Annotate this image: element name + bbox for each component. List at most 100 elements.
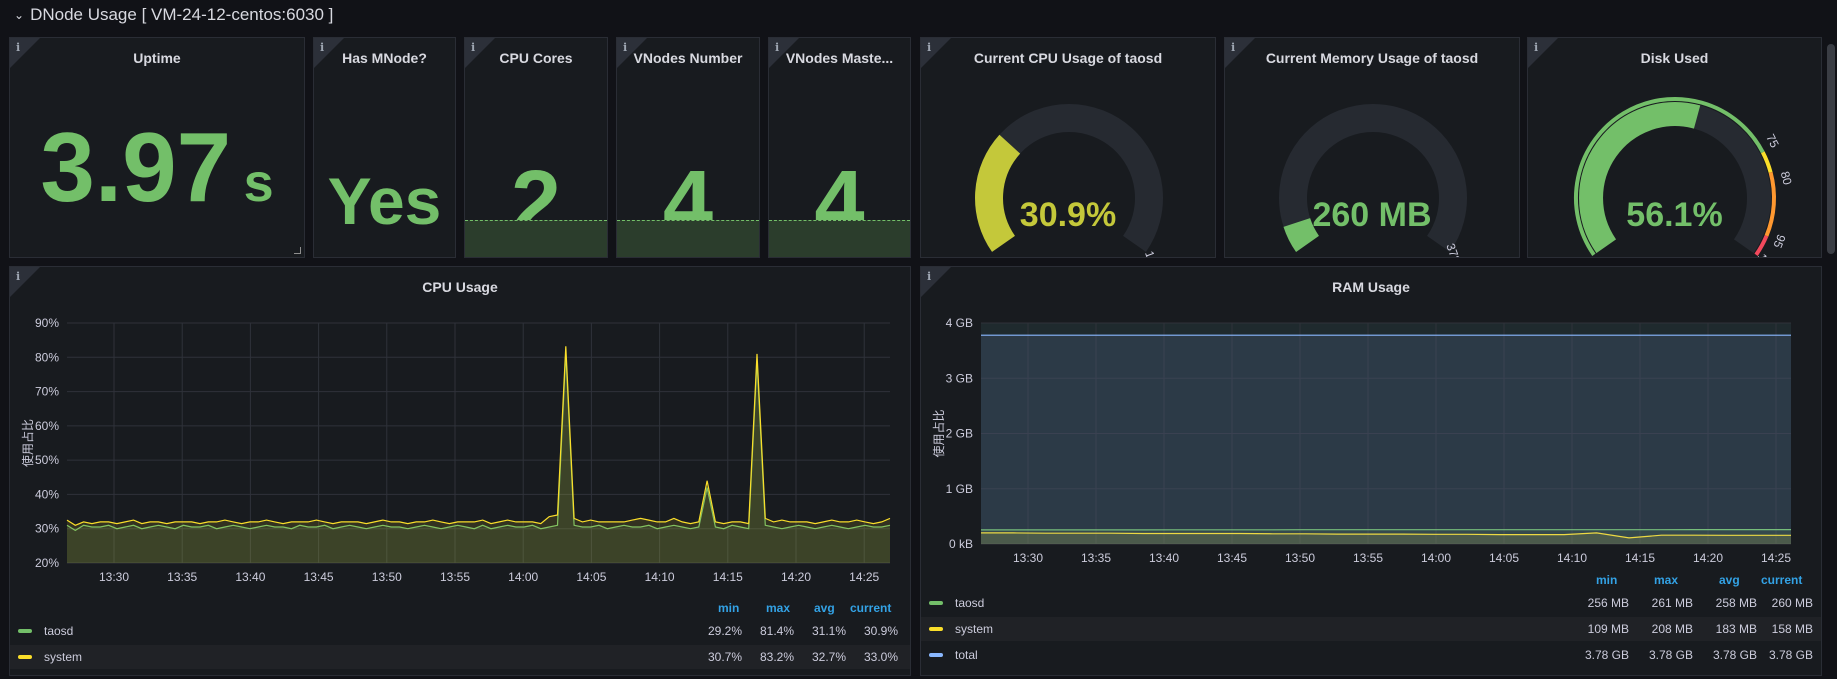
info-icon[interactable]: i: [16, 270, 21, 283]
legend-current: 158 MB: [1771, 622, 1813, 636]
legend-swatch: [18, 629, 32, 633]
legend-max: 83.2%: [759, 650, 794, 664]
panel-title[interactable]: CPU Usage: [422, 279, 498, 295]
panel-corner[interactable]: [10, 267, 40, 297]
gauge-min-label: 0: [978, 255, 994, 258]
panel-title[interactable]: VNodes Number: [633, 50, 743, 66]
legend-max: 261 MB: [1651, 596, 1693, 610]
y-tick-label: 60%: [35, 419, 59, 433]
legend-series-name[interactable]: system: [44, 650, 83, 664]
disk-gauge-panel[interactable]: i Disk Used 0 100 75 80 95 56.1%: [1527, 37, 1822, 258]
y-tick-label: 50%: [35, 453, 59, 467]
disk-gauge: 0 100 75 80 95: [1574, 97, 1795, 257]
info-icon[interactable]: i: [927, 270, 932, 283]
panel-title[interactable]: Uptime: [133, 50, 181, 66]
legend-row-taosd[interactable]: taosd 256 MB 261 MB 258 MB 260 MB: [921, 591, 1821, 615]
panel-corner[interactable]: [1528, 38, 1558, 68]
cpu-cores-panel[interactable]: i CPU Cores 2: [464, 37, 608, 258]
panel-title[interactable]: Has MNode?: [342, 50, 427, 66]
gauge-min-label: 0: [1282, 255, 1298, 258]
legend-row-taosd[interactable]: taosd 29.2% 81.4% 31.1% 30.9%: [10, 619, 910, 643]
legend-series-name[interactable]: taosd: [44, 624, 74, 638]
x-tick-label: 14:15: [1625, 551, 1655, 565]
x-tick-label: 13:40: [1149, 551, 1179, 565]
vnodes-number-panel[interactable]: i VNodes Number 4: [616, 37, 760, 258]
legend-min: 3.78 GB: [1584, 648, 1629, 662]
legend-header-min[interactable]: min: [1596, 573, 1618, 587]
x-tick-label: 14:05: [1489, 551, 1519, 565]
panel-corner[interactable]: [314, 38, 344, 68]
legend-current: 260 MB: [1771, 596, 1813, 610]
ram-usage-chart[interactable]: 0 kB 1 GB 2 GB 3 GB 4 GB 13:30 13:35 13:40 13:45…: [921, 307, 1821, 607]
row-title-text: DNode Usage [ VM-24-12-centos:6030 ]: [30, 5, 334, 24]
panel-corner[interactable]: [921, 267, 951, 297]
legend-series-name[interactable]: taosd: [955, 596, 985, 610]
legend-max: 208 MB: [1651, 622, 1693, 636]
info-icon[interactable]: i: [775, 41, 780, 54]
x-tick-label: 13:50: [372, 570, 402, 584]
series-area: [67, 352, 890, 563]
info-icon[interactable]: i: [320, 41, 325, 54]
x-tick-label: 14:25: [1761, 551, 1791, 565]
legend-row-total[interactable]: total 3.78 GB 3.78 GB 3.78 GB 3.78 GB: [921, 643, 1821, 667]
panel-corner[interactable]: [465, 38, 495, 68]
x-tick-label: 13:55: [440, 570, 470, 584]
legend-swatch: [929, 653, 943, 657]
legend-avg: 258 MB: [1715, 596, 1757, 610]
has-mnode-panel[interactable]: i Has MNode? Yes: [313, 37, 456, 258]
memory-gauge-panel[interactable]: i Current Memory Usage of taosd 0 3782G …: [1224, 37, 1520, 258]
panel-corner[interactable]: [10, 38, 40, 68]
panel-title[interactable]: RAM Usage: [1332, 279, 1410, 295]
cpu-usage-panel[interactable]: i CPU Usage 20% 30% 40% 50% 60% 70% 80% 90% 13:3…: [9, 266, 911, 676]
y-axis-label: 使用占比: [20, 419, 35, 467]
x-tick-label: 14:05: [576, 570, 606, 584]
legend-header-avg[interactable]: avg: [814, 601, 835, 615]
gauge-fill: [975, 134, 1021, 252]
legend-header-max[interactable]: max: [766, 601, 791, 615]
info-icon[interactable]: i: [927, 41, 932, 54]
panel-title[interactable]: VNodes Maste...: [785, 50, 894, 66]
panel-corner[interactable]: [1225, 38, 1255, 68]
info-icon[interactable]: i: [1231, 41, 1236, 54]
legend-header-avg[interactable]: avg: [1719, 573, 1740, 587]
gauge-threshold-label: 80: [1778, 170, 1795, 187]
uptime-number: 3.97: [40, 112, 232, 222]
y-tick-label: 80%: [35, 350, 59, 364]
legend-min: 30.7%: [707, 650, 742, 664]
gauge-threshold-yellow: [1761, 151, 1773, 173]
uptime-unit: s: [243, 153, 274, 213]
ram-usage-panel[interactable]: i RAM Usage 0 kB 1 GB 2 GB 3 GB 4 GB 13:30 13:…: [920, 266, 1822, 676]
chevron-down-icon[interactable]: ⌄: [14, 8, 25, 22]
legend-header-min[interactable]: min: [718, 601, 740, 615]
panel-corner[interactable]: [617, 38, 647, 68]
y-tick-label: 0 kB: [949, 537, 973, 551]
legend-row-system[interactable]: system 109 MB 208 MB 183 MB 158 MB: [921, 617, 1821, 641]
series-line: [66, 352, 891, 532]
resize-handle-icon[interactable]: [294, 247, 301, 254]
series-line: [66, 346, 891, 526]
vnodes-masters-panel[interactable]: i VNodes Maste... 4: [768, 37, 911, 258]
legend-swatch: [18, 655, 32, 659]
legend-header-current[interactable]: current: [1761, 573, 1803, 587]
legend-series-name[interactable]: system: [955, 622, 994, 636]
panel-title[interactable]: CPU Cores: [499, 50, 573, 66]
legend-row-system[interactable]: system 30.7% 83.2% 32.7% 33.0%: [10, 645, 910, 669]
row-title[interactable]: ⌄ DNode Usage [ VM-24-12-centos:6030 ]: [14, 4, 333, 26]
y-tick-label: 30%: [35, 522, 59, 536]
cpu-gauge-panel[interactable]: i Current CPU Usage of taosd 0 100 30.9%: [920, 37, 1216, 258]
legend-header-max[interactable]: max: [1654, 573, 1679, 587]
y-tick-label: 1 GB: [946, 482, 973, 496]
uptime-panel[interactable]: i Uptime 3.97 s: [9, 37, 305, 258]
info-icon[interactable]: i: [623, 41, 628, 54]
legend-swatch: [929, 601, 943, 605]
panel-corner[interactable]: [769, 38, 799, 68]
cpu-usage-chart[interactable]: 20% 30% 40% 50% 60% 70% 80% 90% 13:30 13:35 13:40 1…: [10, 307, 910, 627]
panel-corner[interactable]: [921, 38, 951, 68]
info-icon[interactable]: i: [16, 41, 21, 54]
info-icon[interactable]: i: [471, 41, 476, 54]
scrollbar[interactable]: [1827, 44, 1835, 254]
legend-header-current[interactable]: current: [850, 601, 892, 615]
legend-avg: 183 MB: [1715, 622, 1757, 636]
legend-series-name[interactable]: total: [955, 648, 978, 662]
info-icon[interactable]: i: [1534, 41, 1539, 54]
